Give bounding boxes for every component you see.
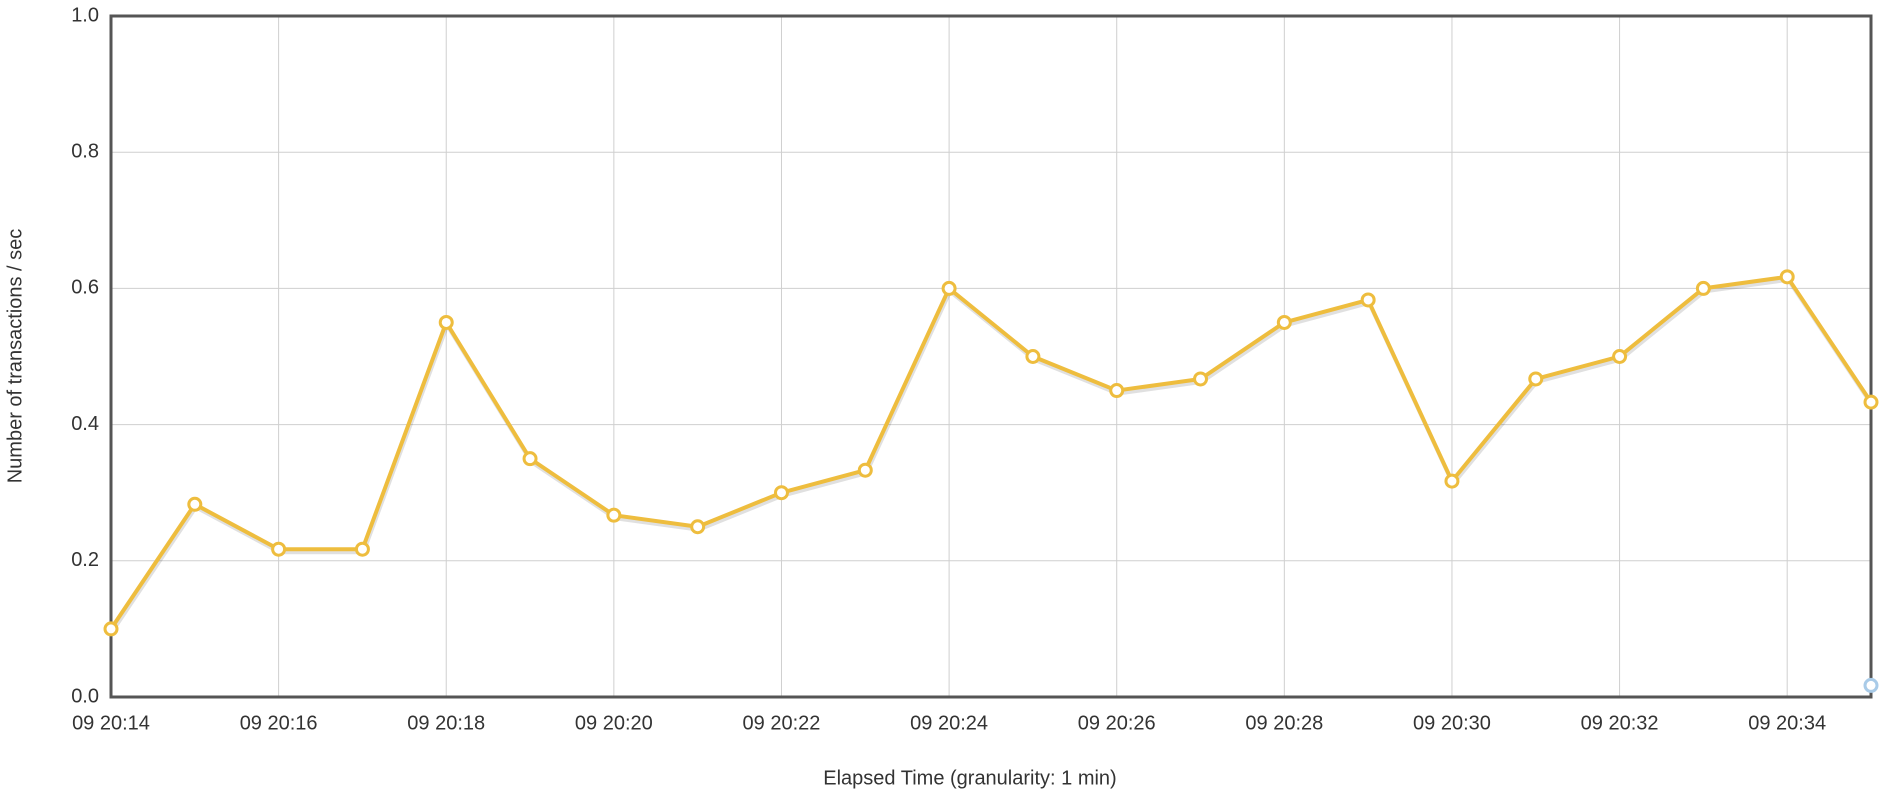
- x-tick-label: 09 20:16: [240, 712, 318, 734]
- y-tick-label: 0.0: [71, 685, 99, 707]
- y-tick-label: 0.6: [71, 277, 99, 299]
- data-point: [606, 507, 622, 523]
- data-point: [690, 519, 706, 535]
- data-point: [1779, 269, 1795, 285]
- x-tick-label: 09 20:32: [1581, 712, 1659, 734]
- x-tick-label: 09 20:22: [743, 712, 821, 734]
- y-axis-label: Number of transactions / sec: [4, 229, 26, 484]
- data-point: [1612, 349, 1628, 364]
- data-point: [1109, 383, 1125, 399]
- x-tick-label: 09 20:20: [575, 712, 653, 734]
- data-point: [1863, 677, 1879, 693]
- data-point: [354, 541, 370, 557]
- data-point: [271, 541, 287, 557]
- data-point: [438, 314, 454, 330]
- data-point: [1025, 349, 1041, 364]
- y-tick-label: 0.4: [71, 413, 99, 435]
- plot-frame: [109, 14, 1873, 699]
- series-shadow: [110, 277, 1874, 634]
- data-point: [187, 496, 203, 512]
- data-point: [1863, 394, 1879, 410]
- x-tick-label: 09 20:30: [1413, 712, 1491, 734]
- x-tick-label: 09 20:28: [1245, 712, 1323, 734]
- data-point: [941, 280, 957, 296]
- data-point: [1193, 371, 1209, 387]
- x-tick-label: 09 20:14: [72, 712, 150, 734]
- y-tick-label: 0.2: [71, 549, 99, 571]
- x-tick-label: 09 20:34: [1748, 712, 1826, 734]
- data-point: [1360, 292, 1376, 308]
- data-point: [1444, 473, 1460, 489]
- data-point: [773, 485, 789, 501]
- data-point: [1695, 280, 1711, 296]
- series-line: [109, 274, 1873, 631]
- x-tick-label: 09 20:18: [407, 712, 485, 734]
- data-point: [1276, 314, 1292, 330]
- data-point: [103, 621, 119, 637]
- x-tick-label: 09 20:26: [1078, 712, 1156, 734]
- y-tick-label: 1.0: [71, 4, 99, 26]
- x-axis-label: Elapsed Time (granularity: 1 min): [823, 767, 1116, 789]
- x-tick-label: 09 20:24: [910, 712, 988, 734]
- y-tick-label: 0.8: [71, 140, 99, 162]
- data-point: [522, 451, 538, 467]
- data-point: [1528, 371, 1544, 387]
- data-point: [857, 462, 873, 478]
